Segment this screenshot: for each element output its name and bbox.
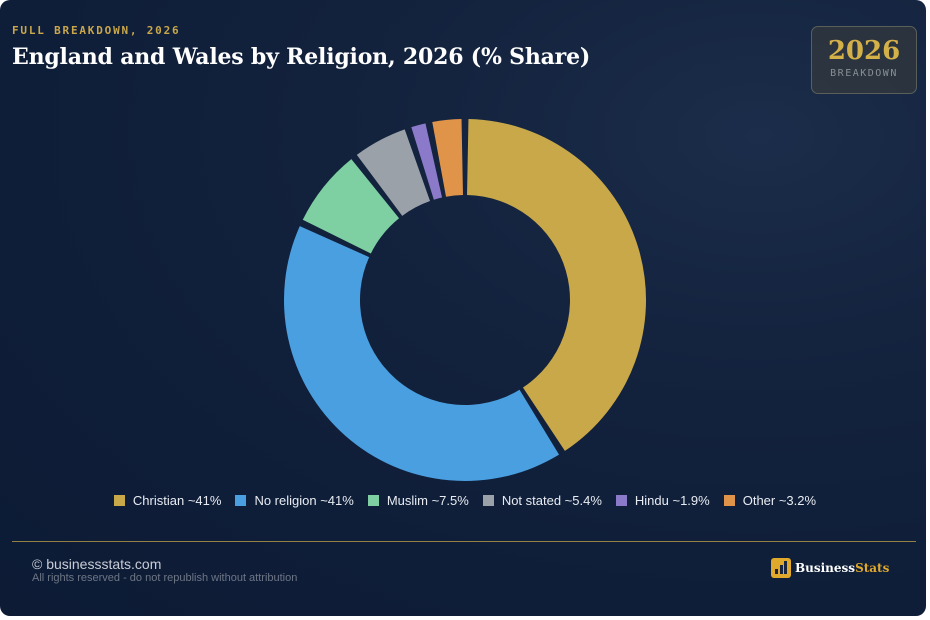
legend-label: Hindu ~1.9% (634, 493, 710, 508)
footer-divider (12, 541, 916, 542)
legend-swatch (723, 495, 735, 506)
legend-swatch (367, 495, 379, 506)
slice-other (432, 119, 463, 197)
slice-no-religion (284, 226, 560, 481)
legend-swatch (482, 495, 494, 506)
legend-swatch (615, 495, 627, 506)
logo-suffix: Stats (855, 561, 890, 575)
donut-chart (284, 119, 646, 481)
legend-item-hindu: Hindu ~1.9% (615, 493, 710, 508)
legend-item-christian: Christian ~41% (113, 493, 222, 508)
footer-site: © businessstats.com (32, 556, 162, 572)
legend-item-not-stated: Not stated ~5.4% (482, 493, 602, 508)
legend-label: Christian ~41% (132, 493, 222, 508)
legend-label: No religion ~41% (254, 493, 354, 508)
footer-rights: All rights reserved - do not republish w… (32, 572, 298, 584)
legend-label: Other ~3.2% (742, 493, 817, 508)
chart-legend: Christian ~41% No religion ~41% Muslim ~… (0, 493, 926, 508)
chart-title: England and Wales by Religion, 2026 (% S… (12, 44, 591, 70)
legend-item-muslim: Muslim ~7.5% (367, 493, 469, 508)
legend-label: Not stated ~5.4% (501, 493, 602, 508)
legend-item-no-religion: No religion ~41% (235, 493, 354, 508)
legend-label: Muslim ~7.5% (386, 493, 469, 508)
slice-hindu (411, 123, 443, 200)
slice-muslim (302, 159, 400, 254)
businessstats-logo: BusinessStats (771, 558, 889, 578)
slice-christian (467, 119, 646, 451)
year-badge: 2026 BREAKDOWN (811, 26, 917, 94)
slice-not-stated (356, 129, 431, 216)
eyebrow-label: FULL BREAKDOWN, 2026 (12, 24, 181, 37)
legend-swatch (235, 495, 247, 506)
legend-swatch (113, 495, 125, 506)
logo-prefix: Business (795, 561, 856, 575)
badge-year: 2026 (827, 36, 901, 66)
legend-item-other: Other ~3.2% (723, 493, 817, 508)
bar-chart-icon (771, 558, 791, 578)
badge-label: BREAKDOWN (830, 68, 898, 79)
